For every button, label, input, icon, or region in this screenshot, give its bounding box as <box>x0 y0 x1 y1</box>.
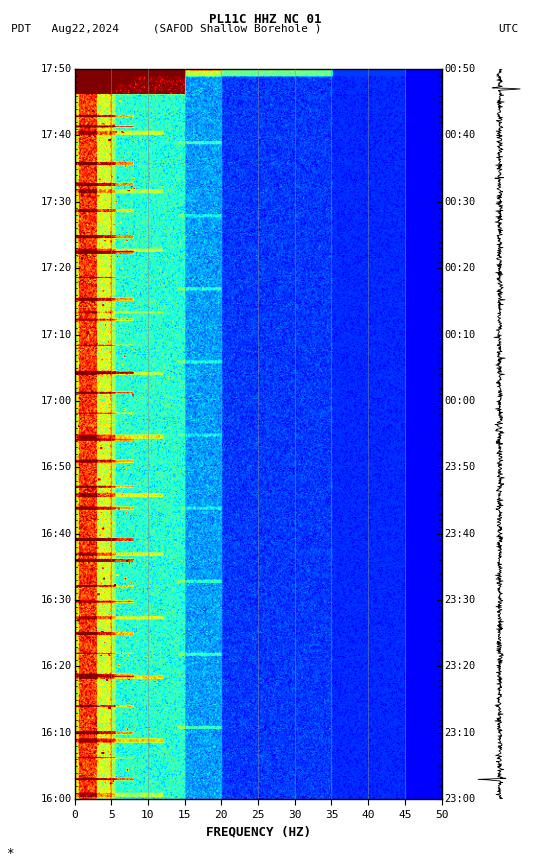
Text: 17:40: 17:40 <box>40 130 72 141</box>
Text: 23:00: 23:00 <box>444 794 476 804</box>
Text: 00:20: 00:20 <box>444 264 476 273</box>
Text: UTC: UTC <box>498 24 519 35</box>
Text: 16:30: 16:30 <box>40 595 72 605</box>
Text: 16:50: 16:50 <box>40 462 72 473</box>
Text: PDT   Aug22,2024     (SAFOD Shallow Borehole ): PDT Aug22,2024 (SAFOD Shallow Borehole ) <box>11 24 321 35</box>
X-axis label: FREQUENCY (HZ): FREQUENCY (HZ) <box>205 825 311 838</box>
Text: 16:10: 16:10 <box>40 727 72 738</box>
Text: 16:20: 16:20 <box>40 662 72 671</box>
Text: 23:30: 23:30 <box>444 595 476 605</box>
Text: 23:40: 23:40 <box>444 529 476 539</box>
Text: *: * <box>6 847 13 860</box>
Text: 17:50: 17:50 <box>40 64 72 74</box>
Text: 17:00: 17:00 <box>40 396 72 406</box>
Text: 00:30: 00:30 <box>444 197 476 206</box>
Text: 00:40: 00:40 <box>444 130 476 141</box>
Text: 23:50: 23:50 <box>444 462 476 473</box>
Text: 00:10: 00:10 <box>444 329 476 340</box>
Text: 17:10: 17:10 <box>40 329 72 340</box>
Text: 23:20: 23:20 <box>444 662 476 671</box>
Text: 17:20: 17:20 <box>40 264 72 273</box>
Text: 16:40: 16:40 <box>40 529 72 539</box>
Text: 17:30: 17:30 <box>40 197 72 206</box>
Text: 16:00: 16:00 <box>40 794 72 804</box>
Text: 00:00: 00:00 <box>444 396 476 406</box>
Text: 23:10: 23:10 <box>444 727 476 738</box>
Text: 00:50: 00:50 <box>444 64 476 74</box>
Text: PL11C HHZ NC 01: PL11C HHZ NC 01 <box>209 13 321 26</box>
